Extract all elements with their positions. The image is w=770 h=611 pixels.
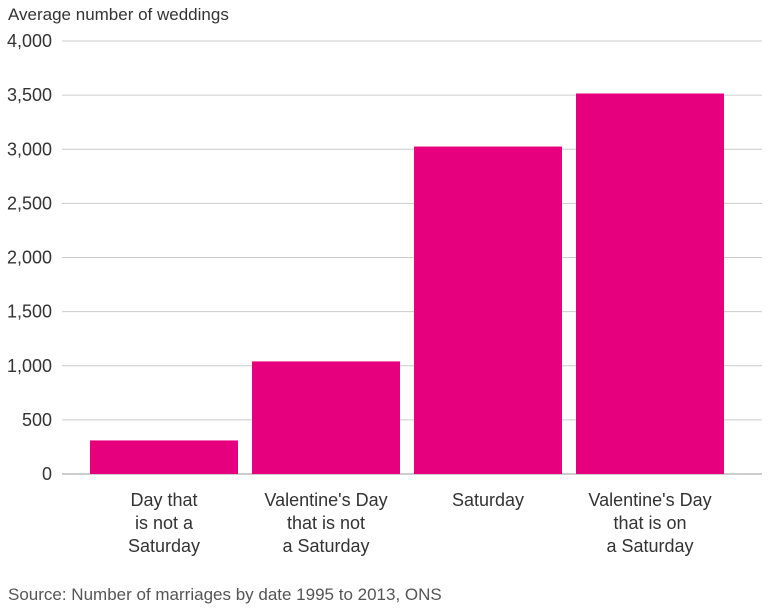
gridlines <box>62 40 762 475</box>
bars <box>90 93 724 474</box>
bar <box>414 146 562 474</box>
x-tick-label: Valentine's Day that is on a Saturday <box>588 490 711 556</box>
y-axis-ticks: 0 500 1,000 1,500 2,000 2,500 3,000 3,500 4,000 <box>7 31 52 484</box>
y-tick-label: 4,000 <box>7 31 52 51</box>
x-axis-categories: Day that is not a Saturday Valentine's Day t… <box>128 490 712 556</box>
y-tick-label: 500 <box>22 410 52 430</box>
source-note: Source: Number of marriages by date 1995… <box>8 585 442 604</box>
y-tick-label: 2,500 <box>7 193 52 213</box>
y-tick-label: 1,000 <box>7 356 52 376</box>
y-tick-label: 1,500 <box>7 302 52 322</box>
bar <box>576 93 724 474</box>
bar <box>90 440 238 474</box>
y-tick-label: 0 <box>42 464 52 484</box>
x-tick-label: Day that is not a Saturday <box>128 490 200 556</box>
y-tick-label: 2,000 <box>7 248 52 268</box>
y-axis-label: Average number of weddings <box>8 5 229 24</box>
x-tick-label: Valentine's Day that is not a Saturday <box>264 490 387 556</box>
x-tick-label: Saturday <box>452 490 524 510</box>
y-tick-label: 3,500 <box>7 85 52 105</box>
y-tick-label: 3,000 <box>7 139 52 159</box>
bar <box>252 361 400 474</box>
